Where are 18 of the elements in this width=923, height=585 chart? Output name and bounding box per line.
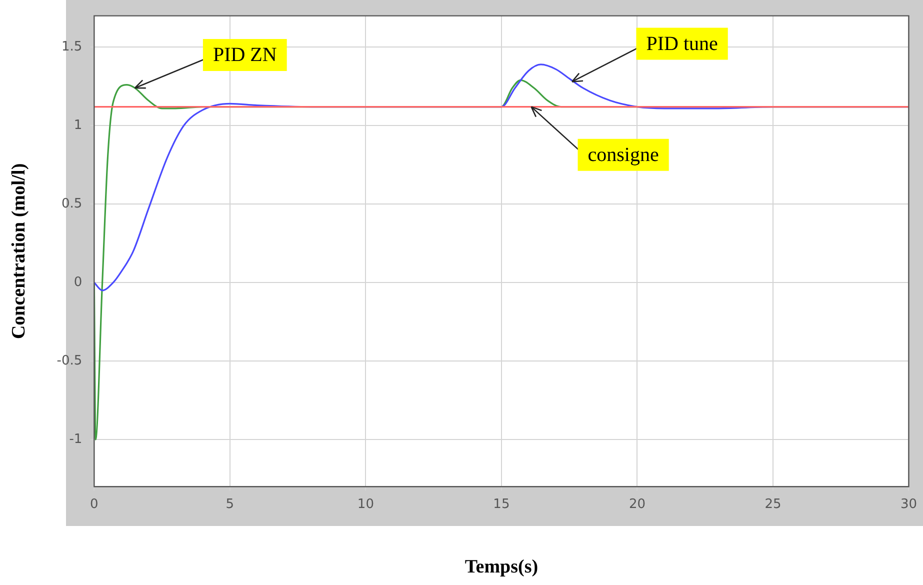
annotation: consigne: [588, 144, 659, 166]
y-axis-title: Concentration (mol/l): [8, 163, 30, 340]
x-axis-title: Temps(s): [464, 556, 538, 578]
x-tick-label: 10: [357, 496, 374, 512]
y-tick-label: 0.5: [61, 196, 82, 212]
y-tick-label: -1: [69, 432, 82, 447]
x-tick-label: 25: [764, 496, 782, 512]
y-tick-label: 1: [74, 118, 82, 134]
annotation: PID tune: [646, 32, 718, 55]
x-tick-label: 20: [628, 496, 646, 512]
x-tick-label: 0: [90, 496, 98, 512]
x-tick-label: 30: [900, 496, 917, 512]
x-tick-label: 15: [493, 496, 510, 512]
y-tick-label: 0: [74, 274, 82, 290]
y-tick-label: -0.5: [56, 353, 82, 368]
y-tick-label: 1.5: [61, 40, 82, 55]
x-tick-label: 5: [226, 496, 234, 512]
annotation: PID ZN: [212, 44, 277, 66]
